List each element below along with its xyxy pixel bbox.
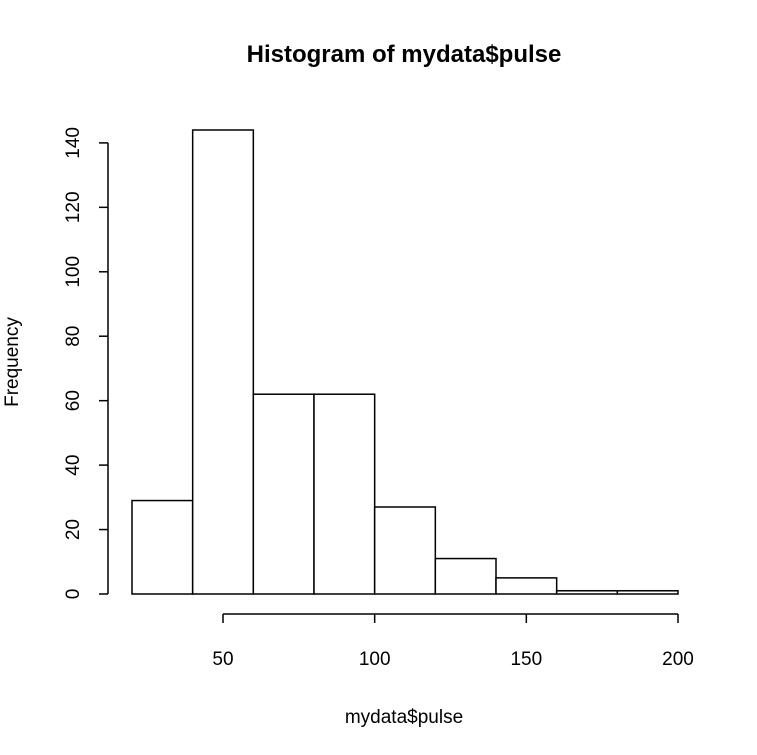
- y-tick-label-6: 120: [63, 191, 84, 223]
- histogram-bar-4: [373, 506, 437, 595]
- chart-title: Histogram of mydata$pulse: [247, 41, 562, 68]
- histogram-bar-7: [555, 590, 619, 595]
- x-tick-label-2: 150: [510, 649, 542, 670]
- y-tick-label-4: 80: [63, 326, 84, 347]
- x-axis: 50 100 150 200: [212, 613, 694, 670]
- y-axis-label: Frequency: [2, 317, 23, 407]
- x-tick-label-1: 100: [359, 649, 391, 670]
- x-axis-label: mydata$pulse: [345, 707, 463, 728]
- histogram-bar-1: [191, 129, 255, 595]
- x-tick-label-3: 200: [662, 649, 694, 670]
- histogram-bar-5: [434, 557, 497, 595]
- histogram-bar-2: [252, 393, 315, 595]
- y-axis: 0 20 40 60 80 100 120 140: [63, 127, 109, 600]
- y-tick-label-2: 40: [63, 455, 84, 476]
- x-tick-label-0: 50: [212, 649, 233, 670]
- bars-group: [131, 129, 679, 595]
- y-tick-label-5: 100: [63, 256, 84, 288]
- histogram-bar-0: [131, 499, 194, 595]
- y-tick-label-3: 60: [63, 390, 84, 411]
- y-tick-label-7: 140: [63, 127, 84, 159]
- histogram-bar-3: [313, 393, 376, 595]
- y-tick-label-1: 20: [63, 519, 84, 540]
- y-tick-label-0: 0: [63, 589, 84, 600]
- histogram-bar-8: [616, 590, 679, 595]
- histogram-bar-6: [495, 577, 558, 595]
